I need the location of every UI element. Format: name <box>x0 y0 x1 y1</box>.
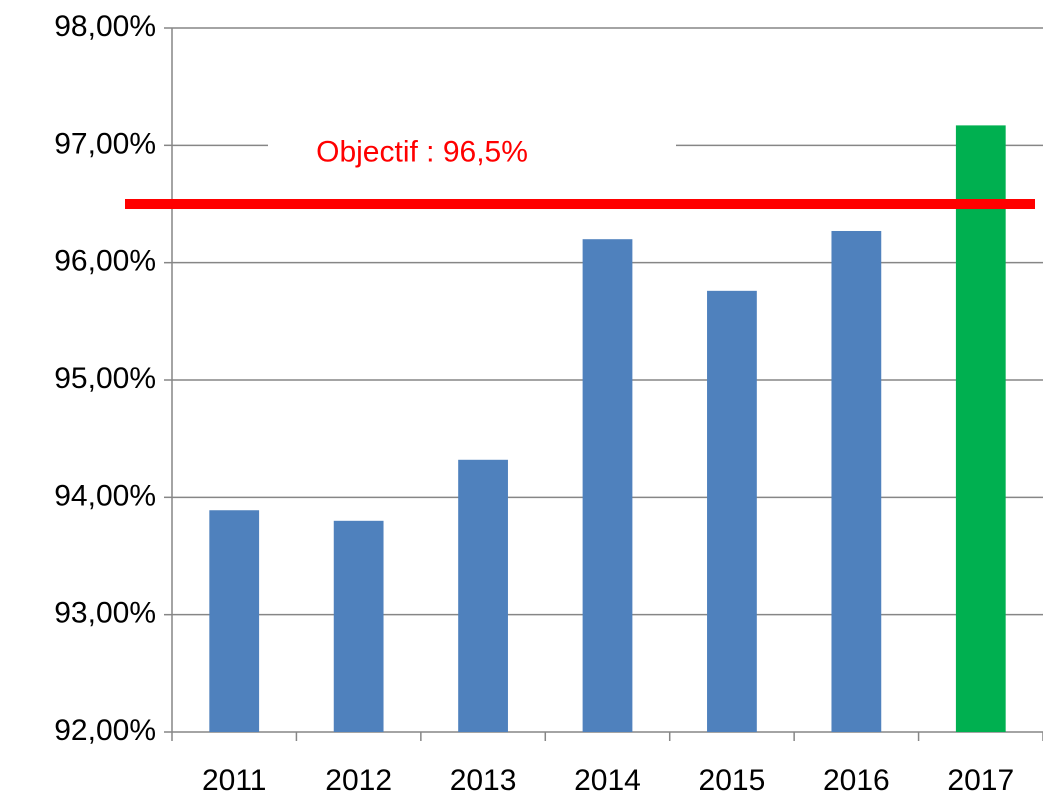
y-tick-label: 97,00% <box>54 127 156 160</box>
bar <box>955 125 1006 733</box>
bar <box>582 239 633 732</box>
x-tick-label: 2012 <box>325 764 392 797</box>
bar <box>209 510 260 732</box>
bar <box>707 290 757 732</box>
y-tick-label: 98,00% <box>54 10 156 43</box>
y-tick-label: 93,00% <box>54 597 156 630</box>
y-tick-label: 94,00% <box>54 479 156 512</box>
x-tick-label: 2014 <box>574 764 641 797</box>
bar <box>458 459 508 732</box>
x-tick-label: 2017 <box>947 764 1014 797</box>
x-tick-label: 2016 <box>823 764 890 797</box>
y-tick-label: 95,00% <box>54 362 156 395</box>
x-tick-label: 2011 <box>202 764 267 797</box>
bar <box>333 520 384 732</box>
x-tick-label: 2015 <box>699 764 766 797</box>
bar <box>831 230 882 732</box>
y-tick-label: 92,00% <box>54 714 156 747</box>
annotation-background <box>268 123 676 168</box>
target-label: Objectif : 96,5% <box>316 135 528 168</box>
x-tick-label: 2013 <box>450 764 517 797</box>
y-tick-label: 96,00% <box>54 245 156 278</box>
